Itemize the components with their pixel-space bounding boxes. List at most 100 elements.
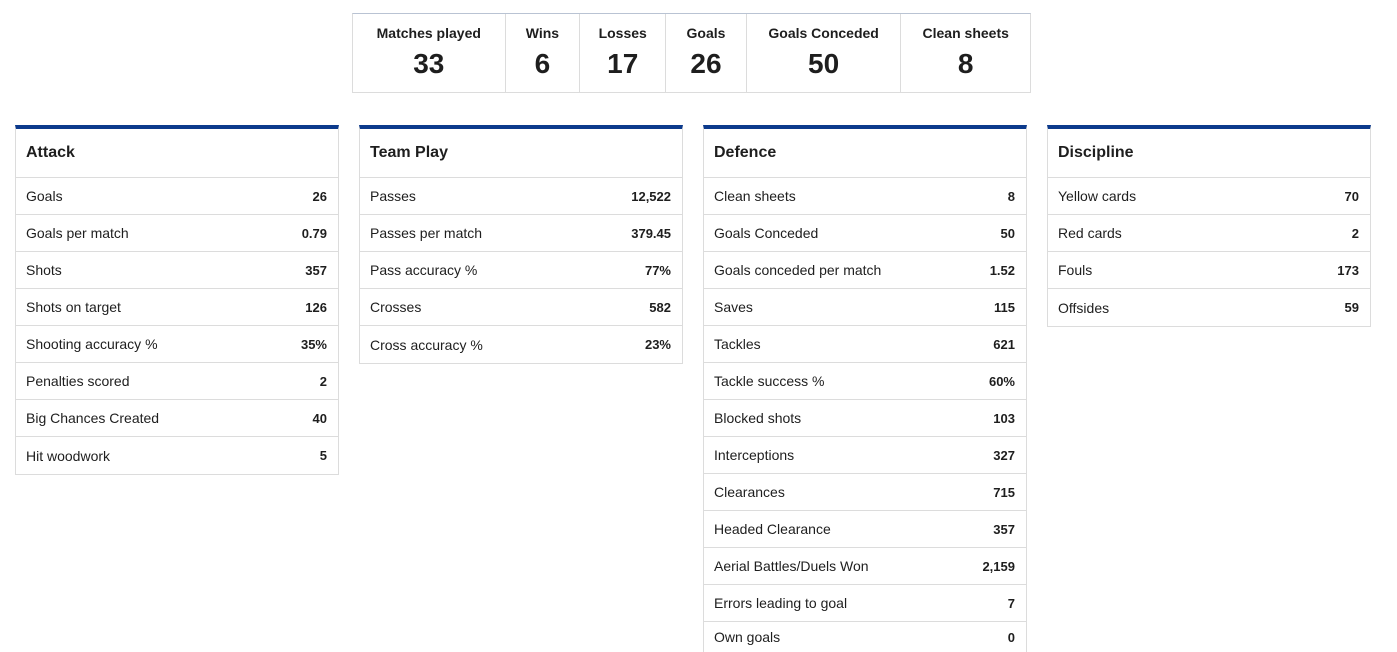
stat-value: 50 [1000,225,1015,241]
summary-matches-played: Matches played 33 [353,14,506,92]
stat-value: 103 [993,410,1015,426]
stat-value: 2 [1351,225,1359,241]
stat-value: 379.45 [631,225,671,241]
stat-value: 40 [312,410,327,426]
stat-row: Goals conceded per match 1.52 [704,252,1026,289]
stat-row: Shots 357 [16,252,338,289]
stat-row: Pass accuracy % 77% [360,252,682,289]
stat-row: Red cards 2 [1048,215,1370,252]
stat-label: Clearances [714,484,785,500]
summary-value: 8 [957,48,974,79]
stat-label: Errors leading to goal [714,595,848,611]
stat-row: Fouls 173 [1048,252,1370,289]
stat-value: 2 [319,373,327,389]
summary-label: Clean sheets [922,25,1009,41]
stat-label: Hit woodwork [26,447,111,464]
stat-row: Crosses 582 [360,289,682,326]
panel-title: Discipline [1048,129,1370,178]
stat-value: 582 [649,299,671,315]
summary-label: Goals [686,25,726,41]
summary-value: 26 [690,48,722,79]
stat-label: Headed Clearance [714,521,831,537]
stat-row: Tackles 621 [704,326,1026,363]
stat-value: 12,522 [631,188,671,204]
stat-label: Crosses [370,299,422,315]
team-play-panel: Team Play Passes 12,522 Passes per match 3… [359,125,683,364]
panel-title: Defence [704,129,1026,178]
stat-label: Pass accuracy % [370,262,478,278]
stat-label: Interceptions [714,447,795,463]
defence-panel: Defence Clean sheets 8 Goals Conceded 50 G… [703,125,1027,652]
stat-label: Shots [26,262,62,278]
stat-row: Aerial Battles/Duels Won 2,159 [704,548,1026,585]
panel-title: Attack [16,129,338,178]
stat-row: Interceptions 327 [704,437,1026,474]
stat-value: 59 [1344,300,1359,315]
summary-label: Matches played [376,25,481,41]
summary-goals-conceded: Goals Conceded 50 [747,14,902,92]
stat-value: 173 [1337,262,1359,278]
stat-value: 70 [1344,188,1359,204]
stat-label: Goals [26,188,63,204]
stat-row: Shots on target 126 [16,289,338,326]
stat-value: 715 [993,484,1015,500]
stat-value: 2,159 [982,558,1015,574]
stat-value: 1.52 [989,262,1015,278]
stat-value: 35% [300,336,327,352]
stat-row: Cross accuracy % 23% [360,326,682,363]
stat-value: 23% [644,337,671,352]
stat-value: 126 [305,299,327,315]
summary-label: Wins [525,25,560,41]
stat-label: Saves [714,299,753,315]
stat-row: Goals per match 0.79 [16,215,338,252]
stat-label: Fouls [1058,262,1093,278]
summary-goals: Goals 26 [666,14,747,92]
stat-label: Big Chances Created [26,410,160,426]
stat-value: 8 [1007,188,1015,204]
summary-losses: Losses 17 [580,14,667,92]
stat-label: Offsides [1058,299,1110,316]
discipline-panel: Discipline Yellow cards 70 Red cards 2 Fou… [1047,125,1371,327]
stat-label: Goals Conceded [714,225,819,241]
summary-wins: Wins 6 [506,14,581,92]
stat-value: 621 [993,336,1015,352]
stat-row: Big Chances Created 40 [16,400,338,437]
stat-value: 115 [994,299,1015,315]
stat-value: 5 [319,448,327,463]
stat-value: 0 [1007,629,1015,645]
summary-value: 17 [607,48,639,79]
stat-label: Goals per match [26,225,129,241]
stat-row: Saves 115 [704,289,1026,326]
stat-label: Clean sheets [714,188,796,204]
stat-value: 357 [993,521,1015,537]
summary-label: Goals Conceded [768,25,879,41]
stat-row: Offsides 59 [1048,289,1370,326]
stat-label: Shooting accuracy % [26,336,158,352]
season-summary-bar: Matches played 33 Wins 6 Losses 17 Goals… [352,13,1031,93]
attack-panel: Attack Goals 26 Goals per match 0.79 Shots… [15,125,339,475]
summary-value: 50 [808,48,840,79]
stat-label: Cross accuracy % [370,336,483,353]
stat-label: Own goals [714,629,781,645]
stat-value: 60% [988,373,1015,389]
stat-value: 77% [644,262,671,278]
stat-label: Tackle success % [714,373,825,389]
stat-value: 0.79 [301,225,327,241]
stat-row: Goals 26 [16,178,338,215]
stat-label: Goals conceded per match [714,262,882,278]
summary-clean-sheets: Clean sheets 8 [901,14,1030,92]
stat-label: Red cards [1058,225,1122,241]
stat-row: Clearances 715 [704,474,1026,511]
stat-label: Yellow cards [1058,188,1137,204]
stat-row: Own goals 0 [704,622,1026,652]
stat-value: 327 [993,447,1015,463]
stat-row: Passes per match 379.45 [360,215,682,252]
stat-row: Clean sheets 8 [704,178,1026,215]
stat-row: Tackle success % 60% [704,363,1026,400]
stat-row: Yellow cards 70 [1048,178,1370,215]
stat-row: Shooting accuracy % 35% [16,326,338,363]
stat-value: 357 [305,262,327,278]
stat-value: 26 [312,188,327,204]
summary-value: 33 [413,48,445,79]
stat-row: Passes 12,522 [360,178,682,215]
